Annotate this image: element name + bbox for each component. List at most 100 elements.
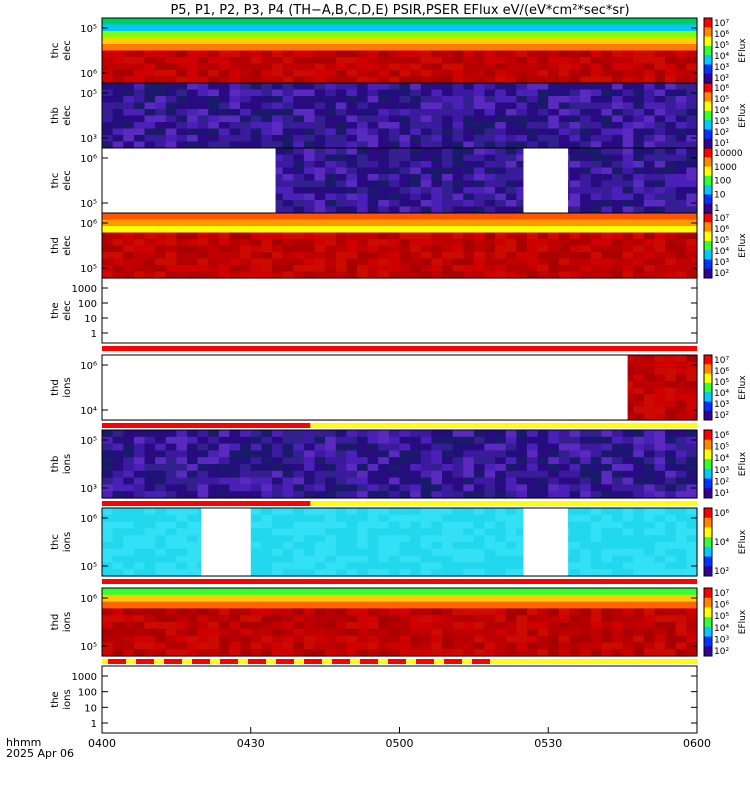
cell (133, 594, 146, 603)
cell (261, 57, 273, 65)
cell (367, 50, 379, 58)
cell (675, 436, 687, 445)
cell (452, 89, 464, 97)
cell (686, 542, 698, 550)
mode-bar-thc-ions (102, 579, 697, 584)
cell (112, 615, 124, 623)
cell (452, 63, 464, 71)
cell (580, 174, 592, 182)
cell (367, 470, 379, 479)
cell (282, 635, 294, 643)
cell (282, 135, 294, 143)
cell (420, 161, 432, 169)
cell (569, 148, 581, 156)
cell (325, 443, 337, 451)
cell (218, 70, 231, 78)
cell (675, 83, 687, 91)
cell (569, 443, 581, 451)
cell (410, 161, 422, 169)
cell (314, 96, 326, 104)
cell (314, 174, 326, 182)
cell (622, 562, 634, 570)
cell (144, 102, 156, 110)
cell (293, 548, 305, 557)
cell (218, 128, 231, 136)
cell (633, 31, 645, 39)
cell (548, 470, 560, 479)
cell (516, 226, 528, 234)
cell (495, 161, 507, 169)
cell (208, 245, 220, 253)
cell (612, 187, 624, 195)
colorbar-segment (704, 373, 712, 384)
cell (580, 57, 592, 65)
cell (388, 528, 401, 536)
cell (410, 555, 422, 563)
cell (495, 642, 507, 650)
cell (187, 102, 199, 110)
cell (155, 96, 167, 104)
cell (463, 477, 475, 485)
cell (431, 63, 443, 71)
cell (378, 477, 390, 485)
cell (325, 37, 337, 45)
cell (612, 70, 624, 78)
cell (378, 50, 390, 58)
cell (165, 464, 177, 472)
cell (612, 206, 624, 214)
cell (112, 18, 124, 26)
cell (527, 31, 539, 39)
figure-title: P5, P1, P2, P3, P4 (TH−A,B,C,D,E) PSIR,P… (170, 3, 629, 18)
cell (643, 180, 656, 188)
cell (686, 239, 698, 247)
cell (484, 44, 496, 52)
cell (357, 239, 369, 247)
cell (516, 457, 528, 465)
cell (346, 200, 358, 208)
cell (601, 542, 613, 550)
cell (165, 109, 177, 117)
cell (293, 37, 305, 45)
cell (378, 594, 390, 603)
cell (686, 148, 698, 156)
cell (165, 239, 177, 247)
cell (420, 521, 432, 529)
cell (367, 128, 379, 136)
cell (665, 89, 677, 97)
cell (357, 271, 369, 279)
cell (123, 642, 135, 650)
cell (208, 141, 220, 149)
cell (314, 167, 326, 175)
cell (463, 265, 475, 273)
cell (420, 109, 432, 117)
cell (420, 57, 432, 65)
cell (272, 265, 284, 273)
cell (431, 265, 443, 273)
cell (431, 83, 443, 91)
cell (431, 528, 443, 536)
cell (399, 608, 411, 616)
cell (112, 245, 124, 253)
cell (431, 135, 443, 143)
cell (357, 167, 369, 175)
cell (112, 521, 124, 529)
cell (155, 443, 167, 451)
cell (484, 608, 496, 616)
cell (410, 562, 422, 570)
cell (123, 548, 135, 557)
cell (516, 601, 528, 609)
cell (633, 18, 645, 26)
cell (112, 635, 124, 643)
cell (420, 542, 432, 550)
cell (601, 562, 613, 570)
cell (495, 245, 507, 253)
cell (633, 226, 645, 234)
cell (495, 548, 507, 557)
cell (261, 89, 273, 97)
cell (601, 484, 613, 492)
cell (442, 122, 454, 130)
cell (378, 491, 390, 499)
cell (505, 76, 517, 84)
cell (176, 521, 188, 529)
cell (367, 148, 379, 156)
